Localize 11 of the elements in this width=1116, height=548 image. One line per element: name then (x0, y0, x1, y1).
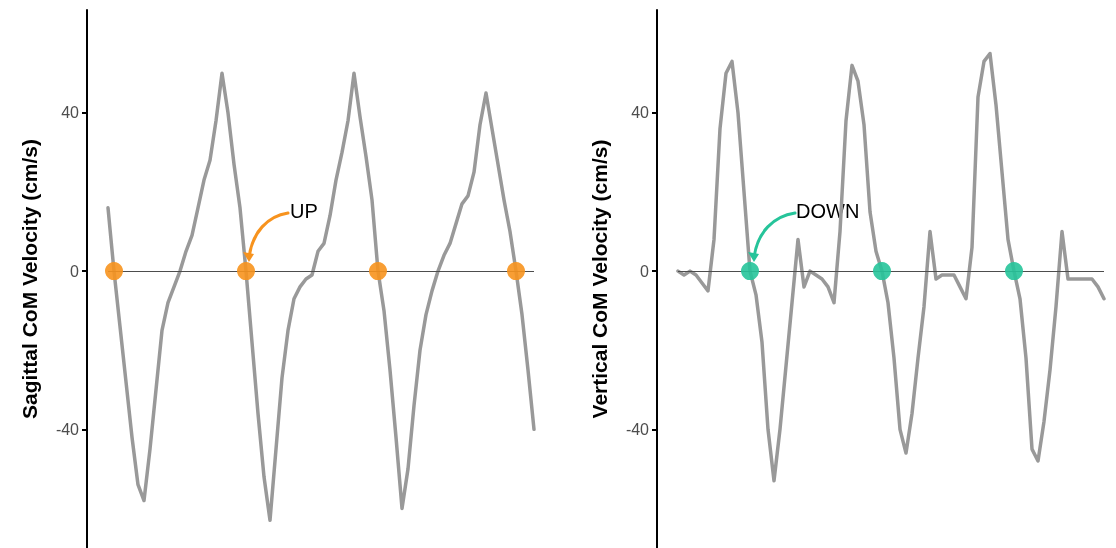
y-axis-title: Vertical CoM Velocity (cm/s) (588, 139, 611, 419)
y-tick-label: -40 (625, 420, 650, 438)
y-tick-label: 40 (631, 104, 650, 122)
y-tick-label: 0 (640, 262, 650, 280)
annotation: UP (290, 200, 318, 222)
y-tick-label: 40 (61, 104, 80, 122)
line-series (676, 51, 1106, 483)
y-axis-title: Sagittal CoM Velocity (cm/s) (18, 138, 41, 420)
line-series (106, 71, 536, 523)
y-tick-label: 0 (70, 262, 80, 280)
y-tick-label: -40 (55, 420, 80, 438)
